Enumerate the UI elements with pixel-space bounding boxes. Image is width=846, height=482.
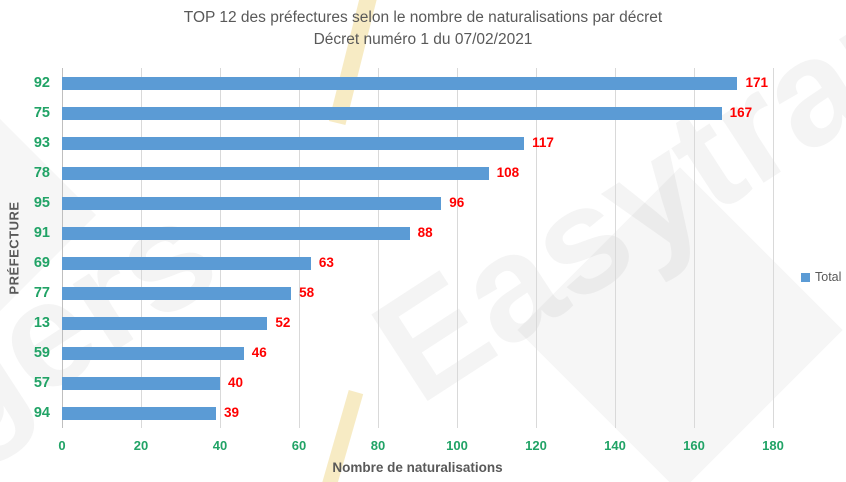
bar (62, 136, 525, 150)
value-label: 96 (449, 195, 465, 210)
value-label: 52 (275, 315, 291, 330)
bar (62, 286, 292, 300)
gridline (773, 68, 774, 428)
value-label: 39 (224, 405, 240, 420)
category-label: 93 (33, 135, 50, 151)
legend-label-total: Total (815, 270, 842, 284)
x-tick-label: 160 (683, 438, 705, 453)
category-label: 75 (33, 105, 50, 121)
x-tick-label: 100 (446, 438, 468, 453)
bar (62, 346, 244, 360)
value-label: 117 (532, 135, 554, 150)
bar (62, 406, 217, 420)
category-label: 57 (33, 375, 50, 391)
value-label: 58 (299, 285, 315, 300)
value-label: 46 (251, 345, 267, 360)
value-label: 63 (318, 255, 334, 270)
gridline (299, 68, 300, 428)
value-label: 88 (417, 225, 433, 240)
gridline (220, 68, 221, 428)
legend-marker-total (801, 272, 810, 282)
gridline (694, 68, 695, 428)
bar (62, 226, 410, 240)
bar (62, 196, 442, 210)
category-label: 92 (33, 75, 50, 91)
bar (62, 376, 220, 390)
bar (62, 256, 311, 270)
category-label: 13 (33, 315, 50, 331)
gridline (615, 68, 616, 428)
value-label: 167 (729, 105, 753, 120)
gridline (141, 68, 142, 428)
x-tick-label: 60 (291, 438, 307, 453)
y-axis-title: PRÉFECTURE (6, 201, 22, 295)
x-tick-label: 20 (133, 438, 149, 453)
y-axis-line (62, 68, 63, 428)
x-tick-label: 180 (762, 438, 784, 453)
gridline (378, 68, 379, 428)
chart-title: TOP 12 des préfectures selon le nombre d… (0, 7, 846, 51)
x-tick-label: 0 (58, 438, 66, 453)
category-label: 94 (33, 405, 50, 421)
category-label: 78 (33, 165, 50, 181)
bar (62, 166, 489, 180)
value-label: 171 (745, 75, 768, 90)
x-tick-label: 140 (604, 438, 626, 453)
value-label: 40 (228, 375, 244, 390)
value-label: 108 (496, 165, 520, 180)
bar (62, 316, 268, 330)
x-tick-label: 40 (212, 438, 228, 453)
gridline (457, 68, 458, 428)
bar (62, 106, 722, 120)
gridline (536, 68, 537, 428)
chart-title-line2: Décret numéro 1 du 07/02/2021 (313, 31, 533, 48)
legend: Total (801, 270, 841, 284)
x-tick-label: 80 (370, 438, 386, 453)
chart-title-line1: TOP 12 des préfectures selon le nombre d… (183, 9, 663, 26)
category-label: 59 (33, 345, 50, 361)
x-axis-title: Nombre de naturalisations (332, 460, 503, 475)
bar (62, 76, 738, 90)
x-tick-label: 120 (525, 438, 547, 453)
